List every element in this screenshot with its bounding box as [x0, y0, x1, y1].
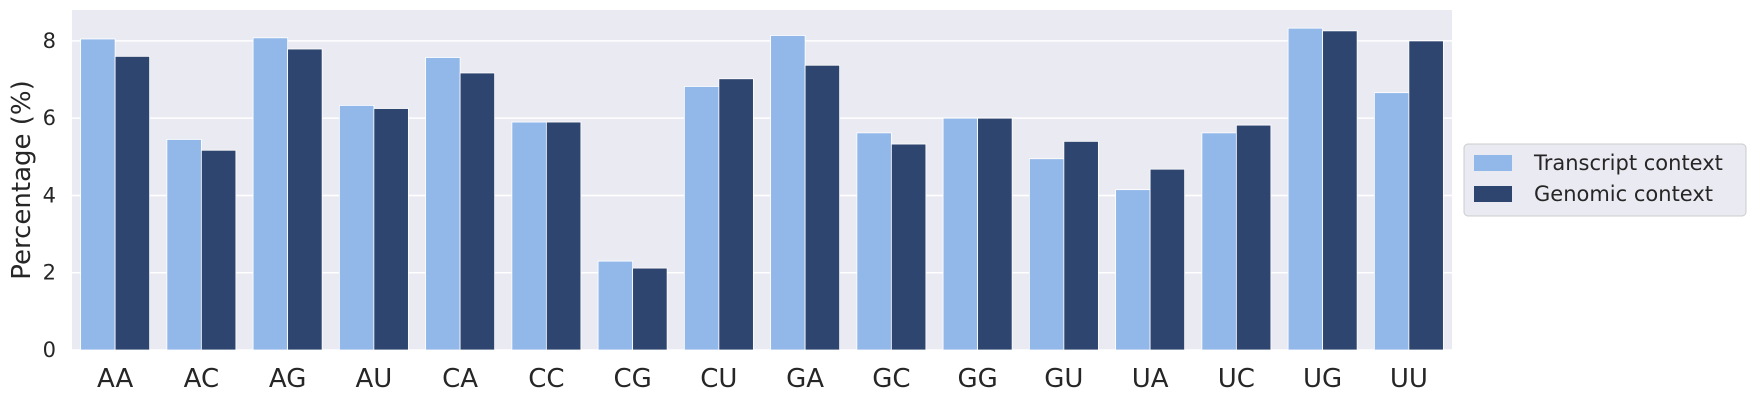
x-tick-label: CU [700, 364, 737, 394]
y-tick-label: 4 [43, 183, 56, 207]
bar-transcript-GC [856, 132, 892, 351]
bars [80, 27, 1444, 351]
bar-transcript-GG [942, 117, 979, 351]
y-tick-label: 8 [43, 29, 56, 53]
bar-genomic-UC [1235, 124, 1272, 351]
y-axis-label: Percentage (%) [7, 80, 37, 280]
x-tick-label: CG [613, 364, 651, 394]
bar-transcript-AA [80, 38, 116, 351]
bar-genomic-AU [373, 108, 409, 351]
legend-label-transcript: Transcript context [1533, 151, 1723, 175]
bar-genomic-CA [459, 72, 496, 351]
y-tick-label: 6 [43, 106, 56, 130]
bar-transcript-CU [683, 86, 720, 351]
bar-transcript-UU [1373, 92, 1410, 351]
y-tick-label: 0 [43, 338, 56, 362]
x-tick-label: GU [1044, 364, 1083, 394]
bar-genomic-GU [1063, 140, 1099, 351]
x-tick-label: UC [1218, 364, 1255, 394]
bar-genomic-AA [114, 55, 151, 351]
bar-transcript-CC [511, 121, 547, 351]
x-tick-label: AG [269, 364, 306, 394]
bar-transcript-CA [425, 57, 461, 351]
bar-genomic-CG [632, 267, 668, 351]
x-tick-labels: AA AC AG AU CA CC CG CU GA GC GG GU UA UC UG UU [97, 364, 1428, 394]
bar-genomic-AC [200, 149, 237, 351]
legend: Transcript context Genomic context [1463, 143, 1747, 217]
x-tick-label: UU [1390, 364, 1428, 394]
x-tick-label: CA [442, 364, 478, 394]
bar-transcript-AG [252, 37, 289, 351]
bar-transcript-GU [1028, 158, 1065, 351]
bar-genomic-UU [1408, 40, 1444, 351]
bar-genomic-GA [804, 64, 841, 351]
bar-transcript-AC [166, 139, 202, 351]
bar-transcript-UC [1201, 132, 1237, 351]
y-tick-label: 2 [43, 261, 56, 285]
bar-genomic-GG [977, 117, 1013, 351]
bar-genomic-UA [1149, 168, 1186, 351]
bar-genomic-CC [545, 121, 582, 351]
legend-swatch-transcript [1474, 155, 1512, 171]
bar-transcript-CG [597, 260, 634, 351]
x-tick-label: AC [184, 364, 219, 394]
legend-box [1463, 143, 1747, 217]
bar-genomic-CU [718, 78, 754, 351]
bar-genomic-AG [287, 48, 323, 351]
x-tick-label: AU [355, 364, 392, 394]
x-tick-label: GA [786, 364, 824, 394]
bar-genomic-UG [1322, 30, 1358, 351]
x-tick-label: UG [1303, 364, 1342, 394]
y-tick-labels: 0 2 4 6 8 [43, 29, 56, 362]
x-tick-label: CC [528, 364, 564, 394]
bar-genomic-GC [890, 143, 927, 351]
legend-label-genomic: Genomic context [1534, 182, 1713, 206]
x-tick-label: GC [872, 364, 910, 394]
bar-transcript-AU [338, 105, 375, 351]
x-tick-label: AA [97, 364, 134, 394]
bar-transcript-UG [1287, 27, 1324, 351]
x-tick-label: GG [957, 364, 997, 394]
legend-swatch-genomic [1474, 186, 1512, 202]
bar-transcript-UA [1115, 189, 1151, 351]
bar-transcript-GA [770, 35, 806, 351]
x-tick-label: UA [1132, 364, 1169, 394]
